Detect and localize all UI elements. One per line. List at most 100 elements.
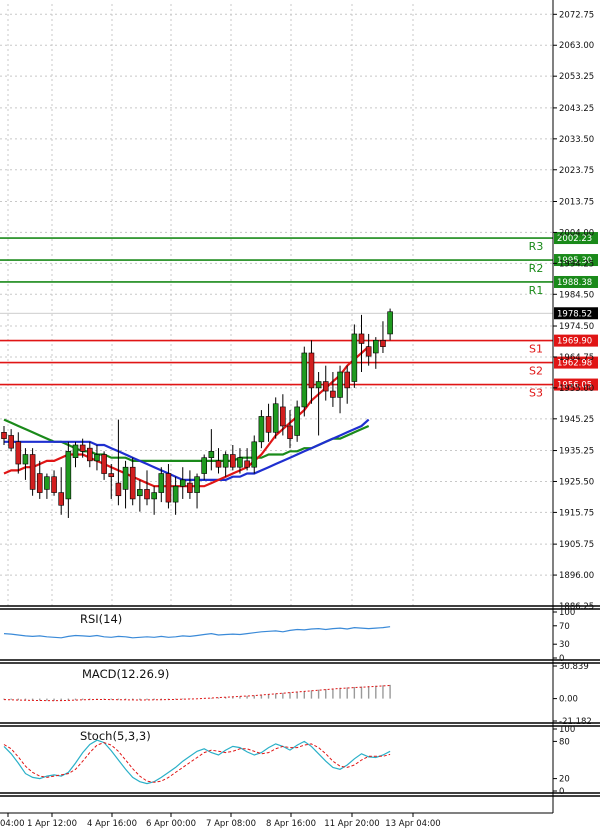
macd-signal-line: [3, 685, 391, 702]
level-name-s2: S2: [529, 365, 543, 378]
stoch-title: Stoch(5,3,3): [80, 729, 151, 743]
macd-tick-label: 0.00: [559, 695, 578, 705]
candle-body: [87, 447, 93, 462]
rsi-tick-label: 70: [559, 622, 570, 632]
candle-body: [251, 441, 258, 468]
candle-body: [344, 371, 351, 389]
macd-tick-label: 30.839: [559, 662, 589, 672]
rsi-line: [3, 626, 391, 639]
candle-body: [15, 441, 22, 465]
level-price-label: 2002.23: [557, 234, 592, 244]
candle-body: [44, 476, 50, 490]
candle-body: [237, 457, 243, 468]
candle-body: [330, 390, 336, 398]
y-tick-label: 1945.25: [559, 415, 594, 425]
candle-body: [58, 492, 65, 506]
level-price-box: [554, 334, 598, 347]
candle-body: [72, 444, 79, 458]
candle-body: [36, 473, 43, 493]
y-tick-label: 2004.00: [559, 228, 594, 238]
y-tick-label: 1955.00: [559, 384, 594, 394]
y-tick-label: 2043.25: [559, 104, 594, 114]
current-price-label: 1978.52: [557, 309, 592, 319]
candle-body: [165, 473, 172, 503]
candle-body: [272, 403, 279, 433]
candle-body: [372, 339, 379, 354]
candle-body: [294, 406, 300, 436]
level-price-label: 1962.98: [557, 359, 592, 369]
level-price-box: [554, 356, 598, 369]
candle-body: [322, 381, 329, 392]
indicator-panels: [0, 605, 600, 797]
candle-body: [265, 416, 272, 433]
stoch-tick-label: 20: [559, 775, 570, 785]
level-name-s3: S3: [529, 387, 543, 400]
candle-body: [29, 454, 36, 490]
y-tick-label: 1925.50: [559, 477, 594, 487]
candle-body: [172, 485, 179, 503]
candle-body: [315, 381, 322, 389]
ma-fast-line: [3, 345, 370, 488]
macd-tick-label: -21.182: [559, 717, 592, 727]
level-price-label: 1995.30: [557, 256, 592, 266]
stoch-main-line: [3, 739, 391, 785]
candle-body: [51, 476, 57, 493]
y-tick-label: 2063.00: [559, 41, 594, 51]
candle-body: [308, 352, 315, 389]
candle-body: [94, 454, 100, 462]
axis-labels: 2072.75 2063.00 2053.25 2043.25 2033.50 2023.…: [0, 10, 594, 829]
candle-body: [122, 466, 129, 490]
candle-body: [215, 460, 222, 468]
candle-body: [187, 482, 193, 493]
level-name-r1: R1: [529, 284, 544, 297]
candle-body: [108, 473, 115, 478]
level-price-label: 1969.90: [557, 337, 592, 347]
candle-body: [351, 333, 358, 382]
x-tick-label: 6 Apr 00:00: [146, 819, 196, 829]
x-tick-label: 8 Apr 16:00: [266, 819, 316, 829]
y-tick-label: 1994.25: [559, 259, 594, 269]
axes: [0, 0, 557, 817]
candle-body: [1, 432, 7, 439]
candle-body: [258, 416, 265, 443]
level-price-box: [554, 232, 598, 245]
rsi-tick-label: 30: [559, 640, 570, 650]
candle-body: [230, 454, 236, 468]
y-tick-label: 2033.50: [559, 135, 594, 145]
grid: [0, 4, 553, 607]
y-tick-label: 2013.75: [559, 197, 594, 207]
level-price-label: 1988.38: [557, 278, 592, 288]
x-tick-label: 11 Apr 20:00: [324, 819, 379, 829]
pivot-levels: R3 2002.23 R2 1995.30 R1 1988.38 S1 1969.90 S2 19…: [0, 232, 598, 400]
candle-body: [158, 473, 165, 493]
y-tick-label: 1915.75: [559, 508, 594, 518]
stoch-signal-line: [3, 742, 391, 783]
candle-body: [365, 346, 372, 357]
candle-body: [8, 435, 14, 449]
candle-body: [115, 482, 122, 497]
candle-body: [79, 444, 86, 452]
level-price-box: [554, 378, 598, 391]
level-name-r3: R3: [529, 240, 544, 253]
y-tick-label: 1964.75: [559, 353, 594, 363]
candle-body: [179, 479, 186, 487]
ma-mid-line: [4, 418, 370, 481]
y-tick-label: 2053.25: [559, 72, 594, 82]
y-tick-label: 1905.75: [559, 540, 594, 550]
candle-body: [387, 311, 393, 335]
x-tick-label: 04:00: [0, 819, 25, 829]
y-tick-label: 2023.75: [559, 166, 594, 176]
level-price-box: [554, 275, 598, 288]
y-tick-label: 2072.75: [559, 10, 594, 20]
level-name-s1: S1: [529, 343, 543, 356]
rsi-tick-label: 0: [559, 654, 564, 664]
level-price-box: [554, 254, 598, 267]
x-tick-label: 4 Apr 16:00: [87, 819, 137, 829]
candle-body: [144, 489, 150, 500]
candle-body: [301, 352, 308, 408]
candles: [1, 308, 393, 518]
moving-averages: [3, 345, 370, 488]
candle-body: [358, 333, 365, 344]
current-price-box: [554, 307, 598, 320]
candle-body: [101, 454, 107, 474]
